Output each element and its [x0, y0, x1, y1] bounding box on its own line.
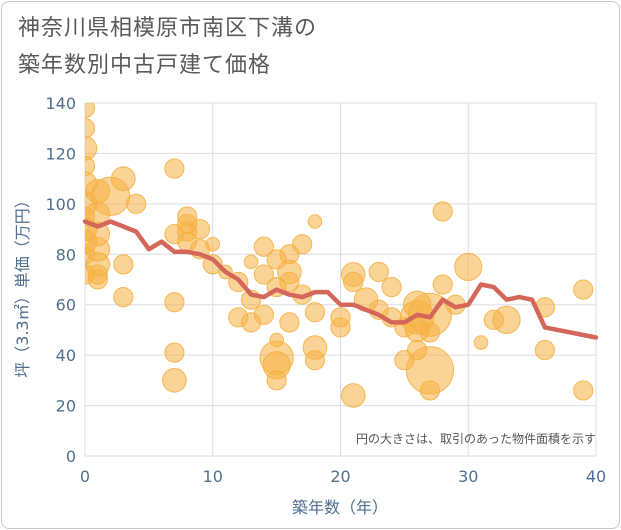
bubble-point — [189, 218, 211, 240]
bubble-point — [432, 274, 453, 295]
bubble-point — [85, 103, 96, 119]
y-tick-label: 80 — [56, 245, 76, 264]
chart-title: 神奈川県相模原市南区下溝の 築年数別中古戸建て価格 — [18, 10, 317, 84]
chart-title-line-1: 神奈川県相模原市南区下溝の — [18, 16, 318, 41]
bubble-point — [85, 136, 98, 161]
bubble-point — [85, 244, 96, 265]
bubble-point — [292, 234, 313, 255]
bubble-point — [573, 279, 594, 300]
bubble-point — [304, 350, 326, 371]
y-axis-label: 坪（3.3㎡）単価（万円） — [13, 192, 32, 377]
bubble-point — [330, 317, 351, 338]
y-tick-label: 0 — [66, 447, 76, 466]
x-tick-label: 10 — [203, 467, 223, 486]
bubble-point — [243, 254, 259, 270]
grid-lines — [84, 102, 597, 457]
bubble-point — [432, 201, 453, 222]
y-tick-label: 20 — [56, 397, 76, 416]
bubble-point — [253, 236, 274, 257]
bubble-point — [304, 302, 326, 323]
bubble-point — [419, 322, 441, 343]
bubble-point — [164, 292, 185, 313]
bubble-point — [205, 236, 221, 252]
y-tick-label: 60 — [56, 296, 76, 315]
x-tick-label: 30 — [458, 467, 478, 486]
average-price-line — [82, 219, 599, 340]
bubble-point — [85, 155, 96, 177]
bubble-point — [368, 261, 389, 283]
x-axis-ticks: 0 10 20 30 40 — [80, 467, 606, 486]
bubble-point — [113, 287, 134, 308]
bubble-point — [162, 368, 187, 393]
bubble-point — [534, 340, 556, 361]
bubble-point — [483, 309, 504, 330]
bubble-point — [419, 380, 441, 401]
bubble-point — [164, 342, 185, 363]
x-tick-label: 20 — [330, 467, 350, 486]
bubble-point — [454, 252, 483, 281]
bubble-point — [164, 158, 185, 179]
bubble-point — [279, 312, 300, 333]
bubble-point — [407, 340, 428, 361]
bubble-point — [126, 193, 147, 214]
bubble-point — [381, 276, 402, 298]
bubble-point — [85, 178, 111, 204]
bubble-point — [279, 271, 300, 293]
bubble-point — [473, 335, 489, 350]
bubble-point — [573, 380, 594, 401]
y-tick-label: 140 — [45, 94, 76, 113]
bubble-point — [111, 166, 136, 191]
y-axis-ticks: 0 20 40 60 80 100 120 140 — [45, 94, 76, 466]
bubble-series — [85, 103, 594, 408]
bubble-point — [307, 214, 323, 229]
bubble-point — [343, 271, 364, 293]
bubble-point — [113, 254, 134, 275]
y-tick-label: 100 — [45, 195, 76, 214]
x-axis-label: 築年数（年） — [292, 498, 388, 517]
bubble-point — [85, 118, 96, 139]
x-tick-label: 40 — [586, 467, 606, 486]
bubble-point — [266, 370, 287, 391]
size-note: 円の大きさは、取引のあった物件面積を示す — [356, 431, 596, 446]
bubble-point — [253, 264, 274, 285]
bubble-point — [340, 383, 366, 408]
bubble-point — [269, 332, 284, 348]
bubble-point — [253, 304, 274, 325]
y-tick-label: 120 — [45, 144, 76, 163]
y-tick-label: 40 — [56, 346, 76, 365]
bubble-point — [87, 269, 108, 290]
x-tick-label: 0 — [80, 467, 90, 486]
chart-title-line-2: 築年数別中古戸建て価格 — [18, 53, 272, 78]
